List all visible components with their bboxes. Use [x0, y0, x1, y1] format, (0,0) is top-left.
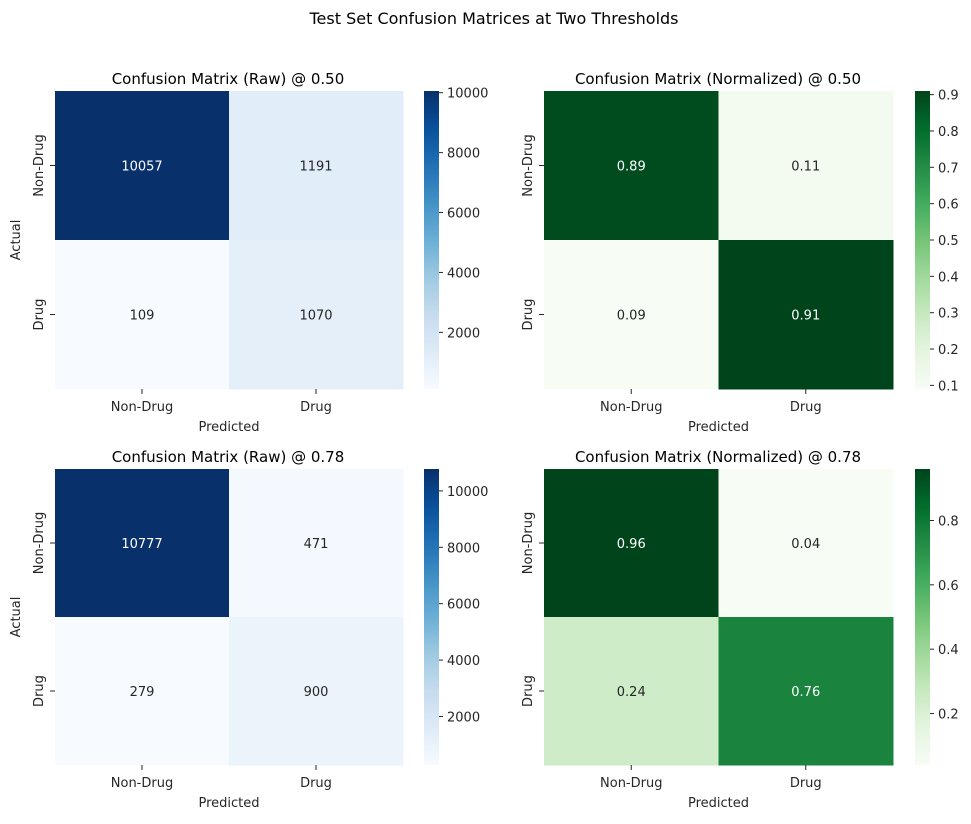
colorbar-tick-label: 0.6 [938, 579, 959, 594]
panel-title: Confusion Matrix (Normalized) @ 0.78 [575, 448, 861, 466]
y-tick-label: Drug [32, 299, 47, 331]
cell-value-label: 0.91 [791, 309, 820, 324]
x-tick-label: Non-Drug [600, 776, 662, 791]
colorbar-tick-label: 0.1 [938, 379, 959, 394]
colorbar-tick-label: 8000 [447, 147, 480, 162]
x-tick-label: Drug [790, 400, 822, 415]
colorbar-tick-label: 10000 [447, 87, 488, 102]
y-tick-label: Non-Drug [32, 512, 47, 574]
colorbar-tick-label: 0.8 [938, 125, 959, 140]
cell-value-label: 0.24 [617, 685, 646, 700]
colorbar-tick-label: 0.3 [938, 307, 959, 322]
cell-value-label: 1070 [299, 309, 332, 324]
colorbar-tick-label: 2000 [447, 326, 480, 341]
y-tick-label: Drug [521, 299, 536, 331]
colorbar-tick-label: 0.4 [938, 270, 959, 285]
cell-value-label: 471 [304, 537, 329, 552]
x-tick-label: Non-Drug [111, 400, 173, 415]
colorbar-tick-label: 0.4 [938, 643, 959, 658]
y-axis-label: Actual [9, 597, 24, 638]
colorbar-tick-label: 10000 [447, 485, 488, 500]
colorbar-tick-label: 0.2 [938, 343, 959, 358]
heatmap-cell [544, 91, 719, 241]
colorbar [915, 91, 930, 389]
colorbar-tick-label: 0.8 [938, 514, 959, 529]
colorbar-tick-label: 2000 [447, 710, 480, 725]
x-tick-label: Drug [300, 776, 332, 791]
cell-value-label: 0.89 [617, 160, 646, 175]
x-tick-label: Drug [790, 776, 822, 791]
heatmap-cell [229, 240, 404, 390]
cell-value-label: 0.11 [791, 160, 820, 175]
heatmap-cell [55, 240, 230, 390]
colorbar [424, 469, 439, 765]
figure-suptitle: Test Set Confusion Matrices at Two Thres… [308, 9, 678, 28]
cell-value-label: 0.76 [791, 685, 820, 700]
x-tick-label: Non-Drug [600, 400, 662, 415]
colorbar-tick-label: 8000 [447, 541, 480, 556]
heatmap-cell [544, 617, 719, 766]
cell-value-label: 279 [130, 685, 155, 700]
x-tick-label: Non-Drug [111, 776, 173, 791]
heatmap-cell [55, 617, 230, 766]
colorbar-tick-label: 6000 [447, 598, 480, 613]
heatmap-cell [229, 469, 404, 618]
heatmap-panel-2: Confusion Matrix (Normalized) @ 0.50 0.89… [521, 70, 959, 435]
colorbar-tick-label: 4000 [447, 654, 480, 669]
heatmap-cell [718, 240, 894, 390]
y-tick-label: Drug [32, 675, 47, 707]
panel-title: Confusion Matrix (Normalized) @ 0.50 [575, 70, 861, 88]
heatmap-cell [544, 240, 719, 390]
cell-value-label: 109 [130, 309, 155, 324]
colorbar-tick-label: 6000 [447, 207, 480, 222]
x-axis-label: Predicted [688, 420, 749, 435]
y-tick-label: Non-Drug [521, 512, 536, 574]
cell-value-label: 900 [304, 685, 329, 700]
x-axis-label: Predicted [198, 796, 259, 811]
cell-value-label: 0.04 [791, 537, 820, 552]
heatmap-cell [229, 91, 404, 241]
cell-value-label: 0.09 [617, 309, 646, 324]
cell-value-label: 10777 [121, 537, 162, 552]
heatmap-cell [718, 91, 894, 241]
colorbar [424, 91, 439, 389]
y-tick-label: Non-Drug [32, 134, 47, 196]
heatmap-cell [544, 469, 719, 618]
x-axis-label: Predicted [688, 796, 749, 811]
x-axis-label: Predicted [198, 420, 259, 435]
heatmap-panel-3: Confusion Matrix (Raw) @ 0.78 10777 471 279… [9, 448, 488, 811]
heatmap-cell [718, 469, 894, 618]
colorbar-tick-label: 0.2 [938, 708, 959, 723]
y-tick-label: Drug [521, 675, 536, 707]
panel-title: Confusion Matrix (Raw) @ 0.50 [112, 70, 345, 88]
colorbar [915, 469, 930, 765]
panel-title: Confusion Matrix (Raw) @ 0.78 [112, 448, 345, 466]
colorbar-tick-label: 0.7 [938, 161, 959, 176]
cell-value-label: 10057 [121, 160, 162, 175]
y-tick-label: Non-Drug [521, 134, 536, 196]
heatmap-cell [55, 469, 230, 618]
heatmap-cell [229, 617, 404, 766]
colorbar-tick-label: 0.9 [938, 89, 959, 104]
heatmap-panel-4: Confusion Matrix (Normalized) @ 0.78 0.96… [521, 448, 959, 811]
heatmap-panel-1: Confusion Matrix (Raw) @ 0.50 10057 1191 10… [9, 70, 488, 435]
heatmap-cell [718, 617, 894, 766]
heatmap-cell [55, 91, 230, 241]
colorbar-tick-label: 4000 [447, 266, 480, 281]
cell-value-label: 1191 [299, 160, 332, 175]
colorbar-tick-label: 0.6 [938, 198, 959, 213]
cell-value-label: 0.96 [617, 537, 646, 552]
x-tick-label: Drug [300, 400, 332, 415]
colorbar-tick-label: 0.5 [938, 234, 959, 249]
y-axis-label: Actual [9, 220, 24, 261]
